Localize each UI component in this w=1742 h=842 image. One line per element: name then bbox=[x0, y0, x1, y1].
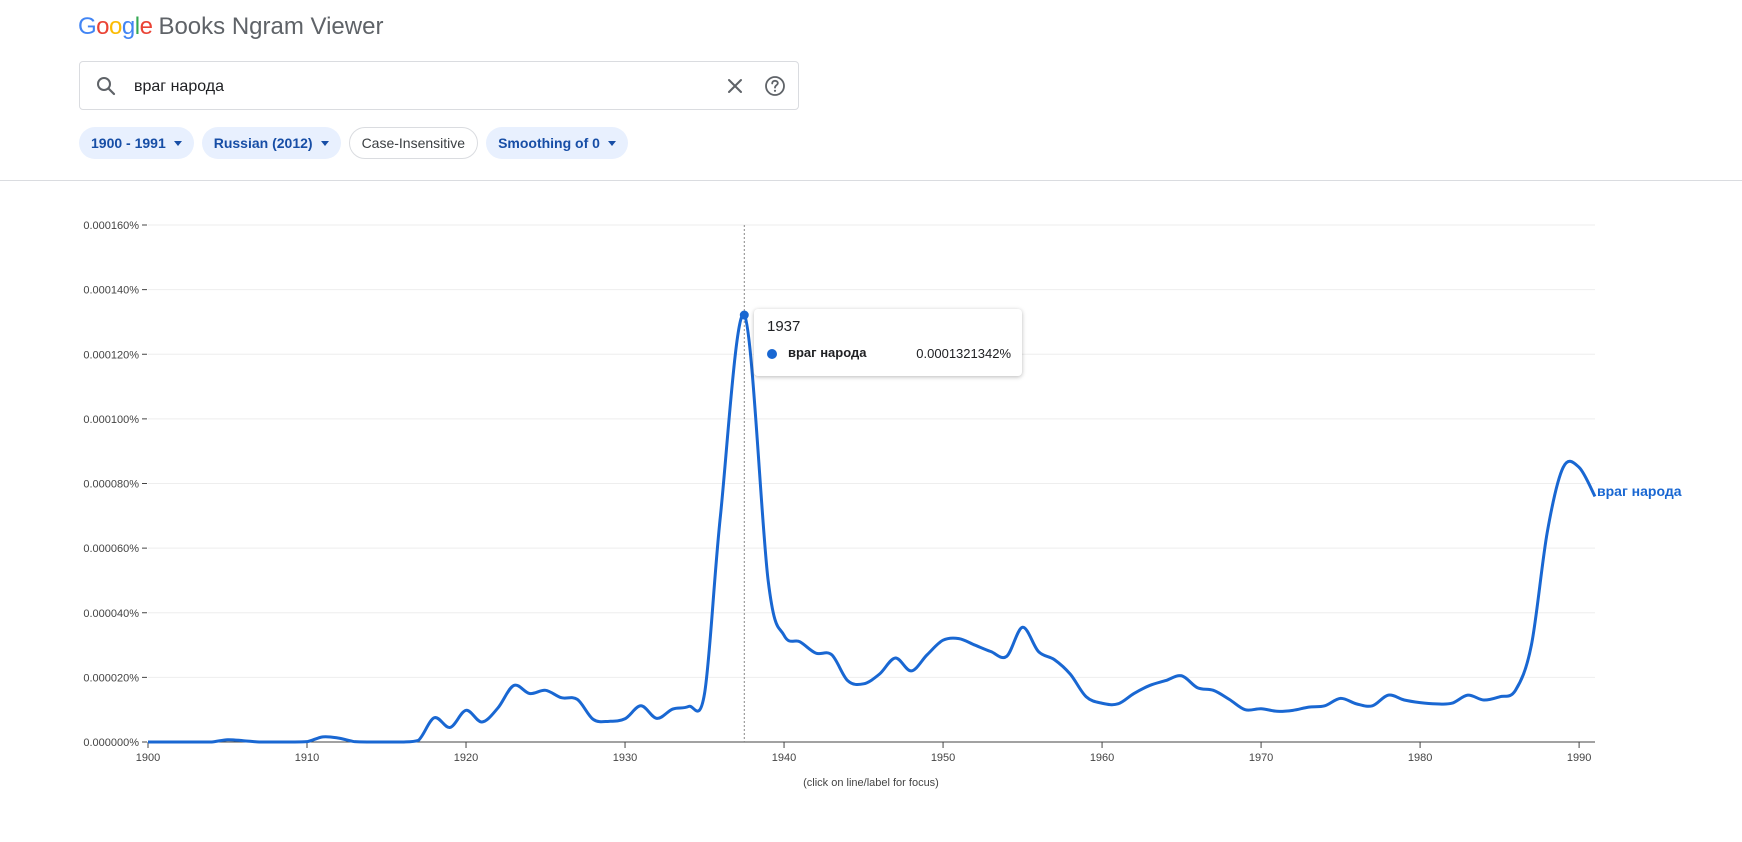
chart-footnote: (click on line/label for focus) bbox=[803, 777, 939, 789]
tooltip-value: 0.0001321342% bbox=[916, 346, 1011, 361]
case-insensitive-toggle[interactable]: Case-Insensitive bbox=[348, 127, 479, 159]
y-tick-label: 0.000080% bbox=[83, 479, 139, 491]
x-tick-label: 1910 bbox=[295, 752, 319, 764]
app-logo[interactable]: Google Books Ngram Viewer bbox=[78, 12, 383, 42]
search-box[interactable] bbox=[79, 61, 799, 110]
x-tick-label: 1950 bbox=[931, 752, 955, 764]
y-tick-label: 0.000020% bbox=[83, 672, 139, 684]
case-label: Case-Insensitive bbox=[361, 135, 466, 151]
tooltip-term: враг народа bbox=[788, 345, 867, 360]
year-range-dropdown[interactable]: 1900 - 1991 bbox=[79, 127, 194, 159]
year-range-label: 1900 - 1991 bbox=[91, 135, 166, 151]
chart-canvas: 0.000000% 0.000020% 0.000040% 0.000060% 0.00… bbox=[83, 220, 1597, 764]
focus-point bbox=[739, 310, 749, 320]
y-tick-label: 0.000000% bbox=[83, 737, 139, 749]
filter-chips: 1900 - 1991 Russian (2012) Case-Insensit… bbox=[79, 127, 628, 159]
close-icon[interactable] bbox=[723, 74, 747, 98]
smoothing-label: Smoothing of 0 bbox=[498, 135, 600, 151]
hover-tooltip: 1937 враг народа 0.0001321342% bbox=[754, 309, 1022, 376]
logo-letter: e bbox=[139, 13, 153, 40]
x-tick-label: 1990 bbox=[1567, 752, 1591, 764]
app-title: Books Ngram Viewer bbox=[158, 13, 384, 40]
series-end-label[interactable]: враг народа bbox=[1597, 483, 1682, 499]
chevron-down-icon bbox=[320, 141, 329, 146]
x-tick-label: 1900 bbox=[136, 752, 160, 764]
corpus-dropdown[interactable]: Russian (2012) bbox=[201, 127, 341, 159]
chevron-down-icon bbox=[607, 141, 616, 146]
x-tick-label: 1920 bbox=[454, 752, 478, 764]
tooltip-year: 1937 bbox=[767, 318, 801, 335]
y-tick-label: 0.000060% bbox=[83, 543, 139, 555]
corpus-label: Russian (2012) bbox=[213, 135, 313, 151]
y-tick-label: 0.000120% bbox=[83, 349, 139, 361]
y-tick-label: 0.000100% bbox=[83, 414, 139, 426]
logo-letter: o bbox=[96, 13, 110, 40]
ngram-chart: 0.000000% 0.000020% 0.000040% 0.000060% 0.00… bbox=[0, 181, 1742, 842]
search-icon[interactable] bbox=[94, 74, 118, 98]
smoothing-dropdown[interactable]: Smoothing of 0 bbox=[486, 127, 628, 159]
y-tick-label: 0.000140% bbox=[83, 285, 139, 297]
search-input[interactable] bbox=[132, 72, 696, 102]
logo-letter: g bbox=[121, 13, 135, 40]
logo-letter: l bbox=[134, 13, 140, 40]
x-tick-label: 1940 bbox=[772, 752, 796, 764]
help-icon[interactable] bbox=[763, 74, 787, 98]
x-tick-label: 1930 bbox=[613, 752, 637, 764]
google-logo: Google bbox=[78, 13, 153, 40]
series-line[interactable] bbox=[148, 313, 1597, 744]
chevron-down-icon bbox=[173, 141, 182, 146]
series-dot-icon bbox=[767, 349, 777, 359]
x-tick-label: 1970 bbox=[1249, 752, 1273, 764]
x-tick-label: 1980 bbox=[1408, 752, 1432, 764]
y-tick-label: 0.000160% bbox=[83, 220, 139, 232]
logo-letter: o bbox=[109, 13, 122, 40]
logo-letter: G bbox=[78, 13, 97, 40]
x-tick-label: 1960 bbox=[1090, 752, 1114, 764]
y-tick-label: 0.000040% bbox=[83, 608, 139, 620]
